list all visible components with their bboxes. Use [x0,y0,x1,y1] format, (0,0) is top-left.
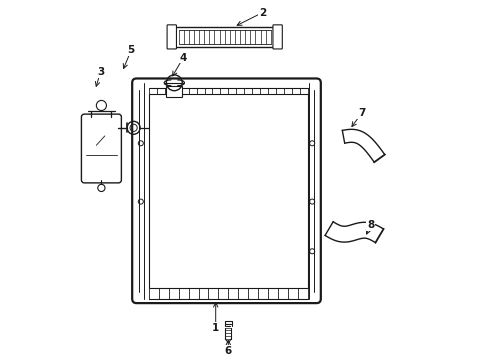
Text: 4: 4 [179,53,186,63]
FancyBboxPatch shape [167,25,176,49]
FancyBboxPatch shape [132,78,320,303]
Text: 7: 7 [357,108,365,118]
Text: 6: 6 [224,346,231,356]
Bar [166,86,182,97]
FancyBboxPatch shape [272,25,282,49]
Text: 1: 1 [212,323,219,333]
Text: 5: 5 [127,45,135,55]
Bar [149,94,307,288]
Text: 2: 2 [258,8,265,18]
Text: 8: 8 [366,220,373,230]
Text: 3: 3 [97,67,104,77]
Bar [174,27,275,47]
FancyBboxPatch shape [81,114,121,183]
